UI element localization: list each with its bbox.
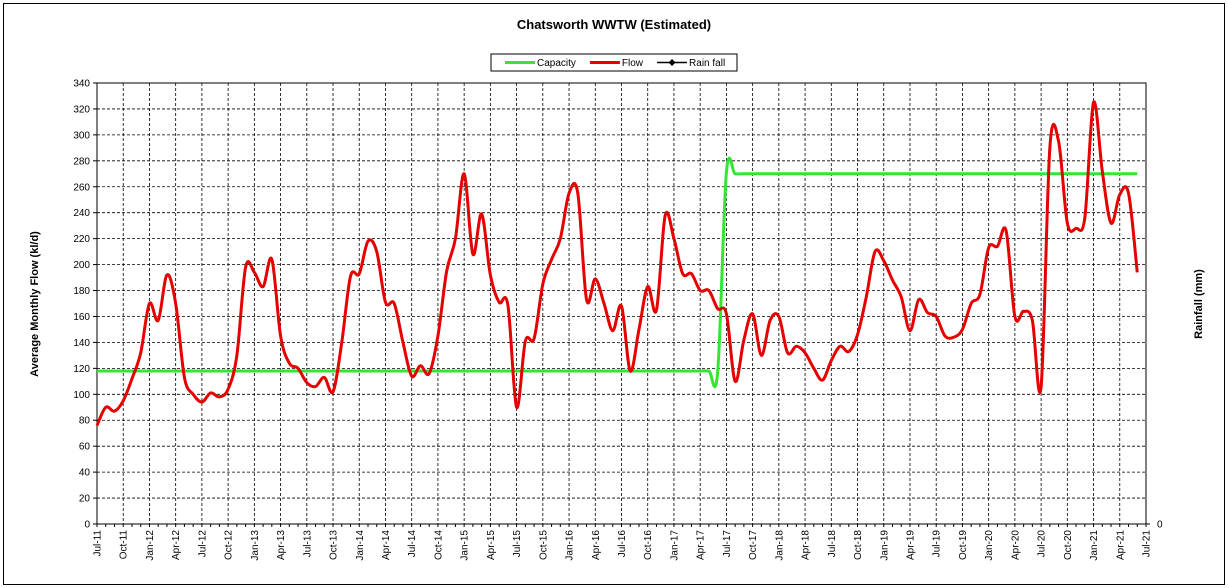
x-tick-label: Apr-17: [696, 530, 707, 560]
y-tick-label: 40: [79, 468, 91, 479]
x-tick-label: Oct-11: [119, 530, 130, 560]
x-tick-label: Jul-18: [827, 530, 838, 558]
x-tick-label: Oct-13: [329, 530, 340, 560]
x-tick-label: Oct-20: [1063, 530, 1074, 560]
y-tick-label: 20: [79, 494, 91, 505]
x-tick-label: Jul-16: [617, 530, 628, 558]
x-tick-label: Jan-16: [565, 530, 576, 561]
y-tick-label: 220: [73, 234, 90, 245]
y-tick-label: 240: [73, 208, 90, 219]
y-tick-label: 60: [79, 442, 91, 453]
plot-frame: [96, 82, 1147, 525]
x-tick-label: Jan-17: [669, 530, 680, 561]
legend: Capacity Flow Rain fall: [490, 53, 738, 72]
x-tick-label: Oct-14: [433, 530, 444, 560]
legend-label: Flow: [622, 58, 644, 69]
series-line: [95, 100, 1139, 427]
x-tick-label: Jul-19: [932, 530, 943, 558]
x-tick-label: Jul-17: [722, 530, 733, 558]
series-line: [97, 156, 1138, 389]
x-tick-label: Apr-15: [486, 530, 497, 560]
x-tick-label: Jan-13: [250, 530, 261, 561]
y-tick-label: 200: [73, 260, 90, 271]
x-tick-label: Jan-15: [460, 530, 471, 561]
x-tick-label: Jan-20: [984, 530, 995, 561]
x-tick-label: Oct-19: [958, 530, 969, 560]
x-tick-label: Apr-21: [1115, 530, 1126, 560]
y2-axis-title: Rainfall (mm): [1193, 269, 1205, 339]
x-tick-label: Jul-20: [1037, 530, 1048, 558]
x-tick-label: Jul-13: [302, 530, 313, 558]
y-tick-label: 120: [73, 364, 90, 375]
x-tick-label: Jan-21: [1089, 530, 1100, 561]
x-tick-label: Oct-15: [538, 530, 549, 560]
y-tick-label: 340: [73, 79, 90, 90]
x-tick-label: Oct-12: [224, 530, 235, 560]
y-tick-label: 320: [73, 104, 90, 115]
x-tick-label: Oct-17: [748, 530, 759, 560]
x-tick-label: Jul-11: [93, 530, 104, 557]
y-tick-label: 180: [73, 286, 90, 297]
y-tick-label: 0: [84, 520, 90, 531]
x-tick-label: Apr-19: [905, 530, 916, 560]
y2-tick-label: 0: [1157, 520, 1163, 531]
y-tick-label: 140: [73, 338, 90, 349]
y-axis-title: Average Monthly Flow (kl/d): [29, 231, 41, 377]
x-tick-label: Oct-16: [643, 530, 654, 560]
x-tick-label: Apr-14: [381, 530, 392, 560]
chart-border: [3, 3, 1225, 585]
legend-label: Capacity: [537, 58, 576, 69]
x-tick-label: Apr-20: [1010, 530, 1021, 560]
x-tick-label: Oct-18: [853, 530, 864, 560]
x-tick-label: Apr-13: [276, 530, 287, 560]
chart-title: Chatsworth WWTW (Estimated): [517, 17, 711, 32]
x-tick-label: Apr-12: [171, 530, 182, 560]
y-tick-label: 160: [73, 312, 90, 323]
x-tick-label: Jul-14: [407, 530, 418, 558]
x-tick-label: Apr-16: [591, 530, 602, 560]
y-tick-label: 280: [73, 156, 90, 167]
y-tick-label: 260: [73, 182, 90, 193]
y-tick-label: 100: [73, 390, 90, 401]
x-tick-label: Jul-21: [1142, 530, 1153, 558]
legend-label: Rain fall: [689, 58, 725, 69]
x-tick-label: Jan-14: [355, 530, 366, 561]
x-tick-label: Jul-12: [197, 530, 208, 558]
legend-marker: [668, 59, 676, 66]
y-tick-label: 300: [73, 130, 90, 141]
x-tick-label: Jan-18: [774, 530, 785, 561]
x-tick-label: Jul-15: [512, 530, 523, 558]
x-tick-label: Apr-18: [801, 530, 812, 560]
x-tick-label: Jan-19: [879, 530, 890, 561]
x-tick-label: Jan-12: [145, 530, 156, 561]
y-tick-label: 80: [79, 416, 91, 427]
